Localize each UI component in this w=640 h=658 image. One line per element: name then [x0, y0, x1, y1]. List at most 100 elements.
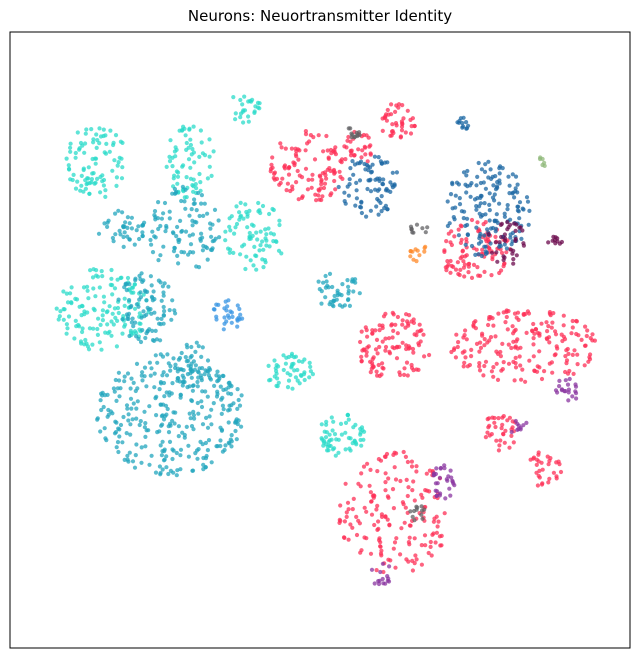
data-point — [374, 204, 379, 209]
data-point — [420, 516, 425, 521]
data-point — [207, 164, 212, 169]
data-point — [134, 302, 139, 307]
data-point — [515, 182, 520, 187]
data-point — [150, 229, 155, 234]
data-point — [72, 336, 77, 341]
data-point — [375, 527, 380, 533]
data-point — [148, 274, 153, 279]
data-point — [381, 314, 387, 319]
data-point — [157, 464, 162, 469]
data-point — [350, 525, 355, 530]
data-point — [216, 218, 221, 223]
data-point — [165, 406, 170, 412]
data-point — [567, 376, 572, 382]
data-point — [113, 211, 118, 216]
data-point — [331, 299, 336, 304]
data-point — [414, 557, 419, 562]
data-point — [479, 167, 484, 172]
data-point — [112, 306, 117, 311]
data-point — [348, 448, 353, 453]
data-point — [464, 190, 469, 195]
data-point — [240, 316, 245, 321]
data-point — [95, 274, 101, 279]
data-point — [167, 154, 172, 159]
data-point — [582, 363, 587, 368]
data-point — [414, 504, 419, 509]
data-point — [395, 331, 400, 336]
data-point — [402, 366, 407, 371]
data-point — [173, 362, 178, 367]
data-point — [456, 233, 461, 238]
data-point — [495, 377, 501, 382]
data-point — [125, 234, 130, 239]
data-point — [289, 364, 294, 369]
data-point — [345, 500, 351, 505]
data-point — [368, 152, 373, 157]
data-point — [506, 342, 511, 347]
data-point — [456, 227, 461, 232]
data-point — [89, 127, 94, 132]
data-point — [127, 298, 132, 303]
data-point — [220, 395, 225, 400]
data-point — [573, 384, 579, 389]
data-point — [312, 157, 318, 162]
data-point — [252, 109, 257, 114]
data-point — [131, 324, 136, 329]
data-point — [507, 183, 512, 188]
data-point — [96, 316, 101, 321]
data-point — [175, 181, 180, 186]
data-point — [226, 440, 231, 445]
data-point — [488, 241, 493, 246]
data-point — [337, 517, 342, 523]
data-point — [100, 308, 105, 313]
data-point — [127, 282, 132, 287]
data-point — [134, 442, 139, 447]
data-point — [498, 354, 503, 359]
data-point — [505, 418, 510, 423]
data-point — [97, 285, 102, 290]
data-point — [222, 315, 227, 320]
data-point — [486, 245, 492, 251]
data-point — [143, 421, 148, 426]
data-point — [237, 306, 242, 312]
data-point — [69, 300, 74, 305]
data-point — [189, 375, 194, 380]
data-point — [140, 230, 145, 235]
data-point — [303, 166, 309, 171]
data-point — [110, 235, 115, 241]
data-point — [378, 159, 383, 164]
data-point — [107, 304, 112, 309]
data-point — [563, 354, 568, 359]
data-point — [175, 468, 180, 473]
data-point — [481, 222, 486, 227]
data-point — [174, 234, 179, 239]
data-point — [346, 126, 351, 131]
data-point — [286, 172, 292, 177]
data-point — [458, 240, 463, 245]
data-point — [399, 128, 405, 133]
data-point — [464, 173, 469, 178]
data-point — [205, 358, 211, 363]
data-point — [345, 297, 351, 303]
data-point — [288, 372, 293, 378]
data-point — [199, 193, 204, 198]
data-point — [494, 250, 499, 255]
data-point — [228, 437, 233, 442]
data-point — [517, 225, 522, 230]
data-point — [236, 397, 241, 403]
data-point — [158, 223, 163, 229]
data-point — [209, 422, 214, 427]
data-point — [557, 462, 562, 467]
data-point — [435, 481, 440, 486]
data-point — [521, 243, 527, 248]
data-point — [321, 443, 326, 448]
data-point — [428, 539, 433, 545]
data-point — [280, 176, 285, 181]
data-point — [258, 243, 263, 248]
data-point — [125, 215, 130, 220]
data-point — [282, 166, 288, 171]
data-point — [322, 181, 328, 186]
data-point — [188, 176, 193, 181]
data-point — [481, 373, 486, 378]
data-point — [490, 174, 495, 179]
